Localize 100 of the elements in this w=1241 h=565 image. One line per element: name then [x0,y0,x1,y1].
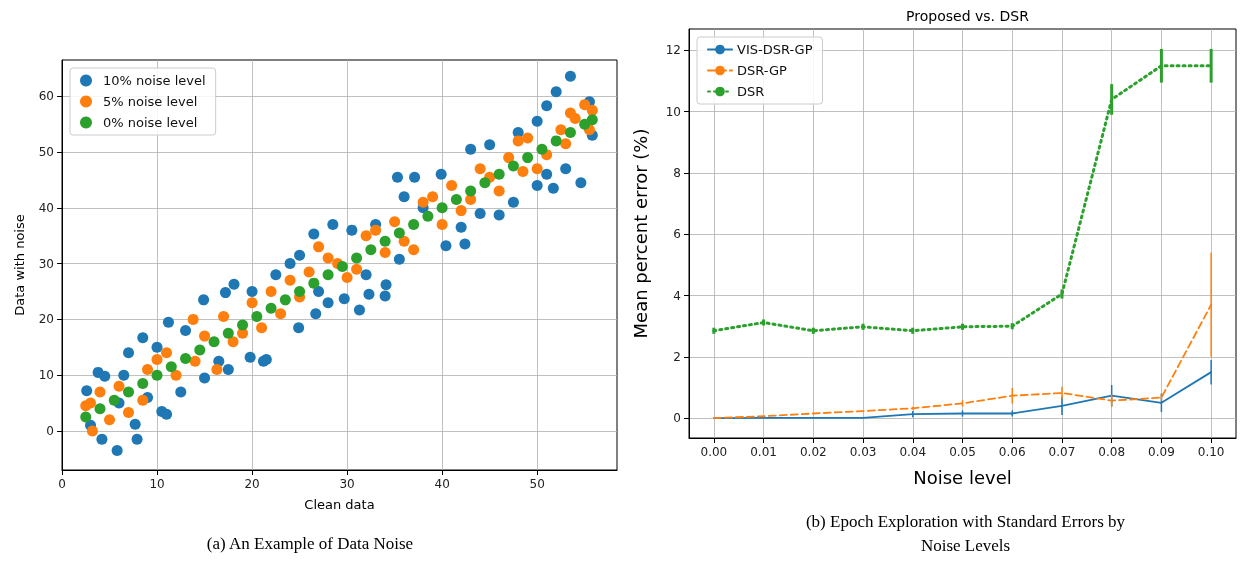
x-axis-title: Clean data [304,497,375,512]
x-tick-label: 10 [149,477,165,491]
point [389,216,401,228]
y-tick-label: 0 [673,411,681,426]
point [455,205,467,217]
legend-label: DSR [737,84,765,99]
point [579,118,591,130]
y-tick-label: 10 [38,368,54,383]
y-tick-label: 4 [673,288,681,303]
point [222,327,234,339]
y-tick-label: 8 [673,165,681,180]
x-tick-label: 40 [434,477,450,491]
y-tick-label: 0 [46,423,54,438]
point [165,361,177,373]
point [351,252,363,264]
legend-label: 0% noise level [103,115,198,130]
point [227,336,239,348]
point [479,177,491,189]
y-tick-label: 50 [38,145,54,160]
x-tick-label: 0.06 [998,445,1026,459]
y-tick-label: 20 [38,312,54,327]
point [408,244,420,256]
point [351,263,363,275]
point [94,386,106,398]
point [137,378,149,390]
x-tick-label: 0.04 [899,445,927,459]
point [550,135,562,147]
point [564,127,576,139]
point [151,369,163,381]
x-tick-label: 0.01 [750,445,777,459]
point [522,152,534,164]
y-tick-label: 12 [665,43,681,58]
point [123,407,135,419]
point [199,330,211,342]
point [142,364,154,376]
point [586,104,598,116]
point [360,230,372,242]
point [194,344,206,356]
point [303,266,315,278]
y-tick-label: 2 [673,349,681,364]
y-tick-label: 60 [38,89,54,104]
point [531,163,543,175]
point [341,272,353,284]
legend-label: DSR-GP [737,63,788,78]
y-tick-label: 30 [38,256,54,271]
x-tick-label: 0.10 [1197,445,1225,459]
point [522,132,534,144]
point [104,414,116,426]
x-tick-label: 0 [58,477,66,491]
x-axis-title: Noise level [913,466,1012,488]
point [512,135,524,147]
x-tick-label: 0.00 [700,445,728,459]
point [393,227,405,239]
y-tick-label: 10 [665,104,681,119]
x-tick-label: 20 [244,477,260,491]
x-tick-label: 0.07 [1048,445,1076,459]
point [555,124,567,136]
point [265,302,277,314]
point [279,294,291,306]
point [294,286,306,297]
point [450,193,462,205]
point [446,180,458,192]
point [80,400,92,412]
point [275,308,287,320]
chart-title: Proposed vs. DSR [906,8,1030,24]
point [251,311,263,323]
point [151,354,163,366]
y-tick-label: 40 [38,200,54,215]
point [503,152,515,164]
point [313,241,325,253]
point [170,369,182,381]
point [189,355,201,367]
x-tick-label: 30 [339,477,355,491]
x-tick-label: 0.09 [1148,445,1175,459]
point [579,99,591,111]
point [436,219,448,231]
text: (b) Epoch Exploration with Standard Errors by Noise Levels [804,511,1127,557]
point [507,160,519,172]
point [322,269,334,281]
point [398,235,410,247]
point [560,138,572,150]
point [123,386,135,398]
point [379,246,391,258]
text: (a) An Example of Data Noise [205,533,415,555]
point [94,403,106,415]
x-tick-label: 0.03 [849,445,877,459]
point [493,185,505,197]
point [408,219,420,231]
point [180,352,192,364]
point [322,252,334,264]
point [208,336,220,348]
y-axis-title: Mean percent error (%) [629,128,651,339]
point [517,166,529,178]
point [161,347,173,359]
x-tick-label: 0.08 [1098,445,1126,459]
point [493,168,505,180]
point [379,235,391,247]
legend-label: VIS-DSR-GP [737,42,813,57]
x-tick-label: 0.02 [799,445,827,459]
point [113,380,125,392]
